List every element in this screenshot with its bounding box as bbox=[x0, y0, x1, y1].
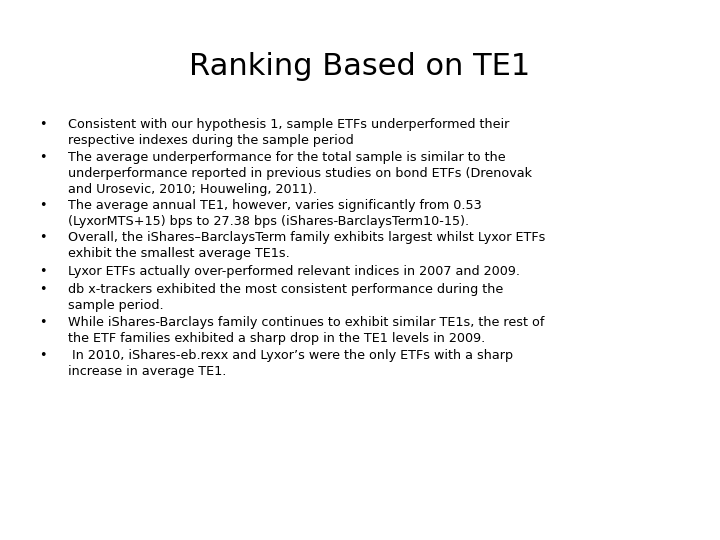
Text: In 2010, iShares-eb.rexx and Lyxor’s were the only ETFs with a sharp
increase in: In 2010, iShares-eb.rexx and Lyxor’s wer… bbox=[68, 349, 513, 378]
Text: •: • bbox=[40, 118, 47, 131]
Text: •: • bbox=[40, 151, 47, 164]
Text: •: • bbox=[40, 349, 47, 362]
Text: While iShares-Barclays family continues to exhibit similar TE1s, the rest of
the: While iShares-Barclays family continues … bbox=[68, 316, 545, 345]
Text: Overall, the iShares–BarclaysTerm family exhibits largest whilst Lyxor ETFs
exhi: Overall, the iShares–BarclaysTerm family… bbox=[68, 232, 546, 260]
Text: The average annual TE1, however, varies significantly from 0.53
(LyxorMTS+15) bp: The average annual TE1, however, varies … bbox=[68, 199, 482, 227]
Text: Lyxor ETFs actually over-performed relevant indices in 2007 and 2009.: Lyxor ETFs actually over-performed relev… bbox=[68, 265, 521, 278]
Text: db x-trackers exhibited the most consistent performance during the
sample period: db x-trackers exhibited the most consist… bbox=[68, 283, 504, 312]
Text: Ranking Based on TE1: Ranking Based on TE1 bbox=[189, 52, 531, 81]
Text: Consistent with our hypothesis 1, sample ETFs underperformed their
respective in: Consistent with our hypothesis 1, sample… bbox=[68, 118, 510, 147]
Text: The average underperformance for the total sample is similar to the
underperform: The average underperformance for the tot… bbox=[68, 151, 532, 196]
Text: •: • bbox=[40, 283, 47, 296]
Text: •: • bbox=[40, 232, 47, 245]
Text: •: • bbox=[40, 199, 47, 212]
Text: •: • bbox=[40, 265, 47, 278]
Text: •: • bbox=[40, 316, 47, 329]
